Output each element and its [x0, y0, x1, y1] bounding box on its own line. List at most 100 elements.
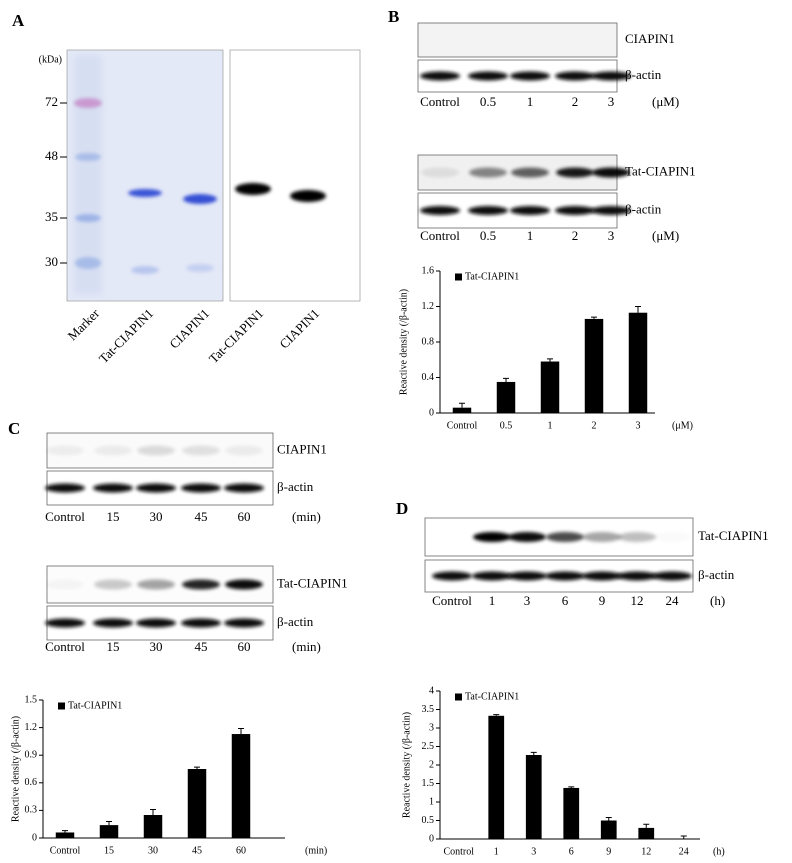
blot-band [618, 532, 656, 542]
lane-label: 60 [238, 639, 251, 654]
blot-band [290, 190, 326, 202]
blot-band [468, 71, 508, 81]
lane-label: 30 [150, 639, 163, 654]
blot-band [420, 206, 460, 215]
y-tick-label: 0 [32, 832, 37, 843]
blot-band [507, 571, 547, 581]
x-tick-label: 1 [548, 420, 553, 431]
gel-band [131, 266, 159, 274]
gel-band [75, 214, 101, 222]
blot-band [181, 618, 221, 628]
lane-label: 1 [489, 593, 496, 608]
y-tick-label: 0.5 [422, 815, 435, 826]
x-tick-label: 3 [531, 846, 536, 857]
lane-label: 15 [107, 639, 120, 654]
blot-band [556, 167, 594, 178]
blot-band [653, 532, 691, 542]
y-tick-label: 0.3 [25, 805, 38, 816]
blot-band [511, 167, 549, 178]
legend-label: Tat-CIAPIN1 [465, 691, 519, 702]
y-tick-label: 2 [429, 759, 434, 770]
kda-label: 72 [45, 94, 58, 109]
band-label: β-actin [625, 201, 662, 216]
error-bar [62, 830, 68, 833]
bar [600, 820, 617, 839]
lane-label: CIAPIN1 [276, 306, 322, 352]
x-tick-label: Control [447, 420, 478, 431]
blot-band [591, 71, 631, 81]
y-axis-label: Reactive density (/β-actin) [401, 712, 412, 818]
lane-label: 45 [195, 639, 208, 654]
x-tick-label: 12 [641, 846, 651, 857]
unit-label: (min) [292, 509, 321, 524]
bar [525, 755, 542, 839]
legend-swatch [58, 702, 65, 710]
y-tick-label: 1.5 [422, 778, 435, 789]
blot-band [136, 483, 176, 493]
lane-label: 6 [562, 593, 569, 608]
lane-label: Control [432, 593, 472, 608]
lane-label: 45 [195, 509, 208, 524]
lane-label: Control [420, 94, 460, 109]
panel-label: D [396, 499, 408, 518]
bar [55, 832, 75, 838]
error-bar [530, 751, 537, 756]
blot [229, 49, 361, 302]
x-tick-label: 45 [192, 845, 202, 856]
x-tick-label: 2 [592, 420, 597, 431]
lane-label: 1 [527, 94, 534, 109]
error-bar [568, 786, 575, 788]
bar [563, 787, 580, 839]
blot-band [582, 571, 622, 581]
blot-band [182, 445, 220, 456]
x-unit-label: (h) [713, 846, 725, 857]
error-bar [238, 728, 244, 735]
x-tick-label: 9 [606, 846, 611, 857]
blot-band [93, 618, 133, 628]
error-bar [194, 766, 200, 769]
lane-label: 3 [608, 228, 615, 243]
bar [187, 769, 207, 838]
blot-band [45, 618, 85, 628]
bar [628, 312, 648, 413]
y-tick-label: 0.4 [422, 372, 435, 383]
blot-band [583, 532, 621, 542]
bar [540, 361, 560, 413]
band-label: Tat-CIAPIN1 [698, 528, 769, 543]
kda-label: 48 [45, 148, 58, 163]
blot-band [617, 571, 657, 581]
error-bar [635, 306, 641, 313]
legend-label: Tat-CIAPIN1 [68, 700, 122, 711]
blot-band [224, 483, 264, 493]
error-bar [591, 316, 597, 319]
y-tick-label: 2.5 [422, 741, 435, 752]
error-bar [605, 817, 612, 821]
error-bar [150, 808, 156, 815]
x-tick-label: 30 [148, 845, 158, 856]
kda-label: 35 [45, 209, 58, 224]
lane-label: 3 [608, 94, 615, 109]
lane-label: Control [420, 228, 460, 243]
blot-band [473, 532, 511, 542]
y-tick-label: 0 [429, 833, 434, 844]
blot-band [469, 167, 507, 178]
x-tick-label: Control [443, 846, 474, 857]
gel-band [186, 264, 214, 272]
blot-band [46, 580, 84, 590]
x-tick-label: Control [50, 845, 81, 856]
kda-unit: (kDa) [39, 54, 62, 65]
error-bar [493, 714, 500, 716]
unit-label: (μM) [652, 228, 679, 243]
blot-band [510, 206, 550, 215]
error-bar [547, 358, 553, 362]
x-tick-label: 60 [236, 845, 246, 856]
band-label: CIAPIN1 [625, 31, 675, 46]
blot-band [182, 579, 220, 590]
x-tick-label: 24 [679, 846, 689, 857]
legend-label: Tat-CIAPIN1 [465, 271, 519, 282]
error-bar [643, 823, 650, 828]
bar [584, 318, 604, 413]
error-bar [106, 820, 112, 826]
x-unit-label: (μM) [672, 420, 693, 431]
